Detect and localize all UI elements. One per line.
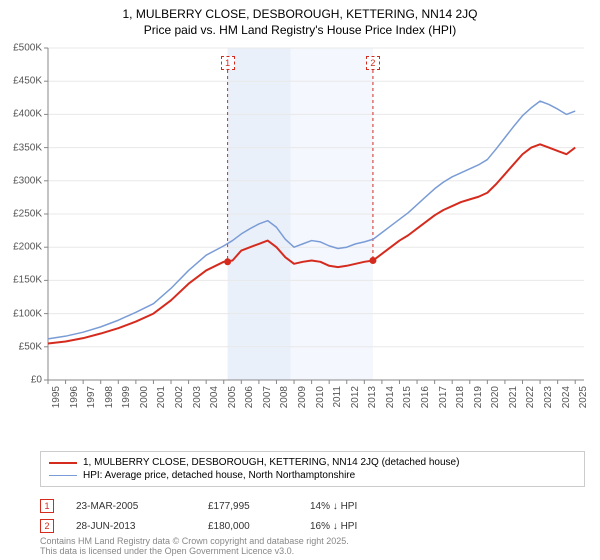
x-tick-label: 1996 (69, 386, 80, 408)
x-tick-label: 2004 (209, 386, 220, 408)
x-tick-label: 2022 (525, 386, 536, 408)
sale-date: 28-JUN-2013 (76, 521, 186, 532)
x-tick-label: 2015 (402, 386, 413, 408)
sale-price: £177,995 (208, 501, 288, 512)
y-tick-label: £100K (13, 308, 42, 319)
legend-row: 1, MULBERRY CLOSE, DESBOROUGH, KETTERING… (49, 456, 576, 469)
sale-diff: 16% ↓ HPI (310, 521, 410, 532)
x-tick-label: 2025 (578, 386, 589, 408)
sale-flag: 2 (366, 56, 380, 70)
footer: Contains HM Land Registry data © Crown c… (40, 537, 349, 557)
x-tick-label: 2011 (332, 386, 343, 408)
x-tick-label: 2023 (543, 386, 554, 408)
y-tick-label: £200K (13, 242, 42, 253)
x-tick-label: 2003 (192, 386, 203, 408)
x-tick-label: 2020 (490, 386, 501, 408)
legend-box: 1, MULBERRY CLOSE, DESBOROUGH, KETTERING… (40, 451, 585, 487)
x-tick-label: 2005 (227, 386, 238, 408)
y-tick-label: £150K (13, 275, 42, 286)
x-tick-label: 2008 (279, 386, 290, 408)
chart-svg (40, 44, 588, 414)
x-tick-label: 1998 (104, 386, 115, 408)
sale-flag: 1 (221, 56, 235, 70)
sale-row: 2 28-JUN-2013 £180,000 16% ↓ HPI (40, 516, 410, 536)
sale-date: 23-MAR-2005 (76, 501, 186, 512)
x-tick-label: 1995 (51, 386, 62, 408)
y-tick-label: £500K (13, 43, 42, 54)
legend-label: HPI: Average price, detached house, Nort… (83, 470, 355, 481)
x-tick-label: 2010 (315, 386, 326, 408)
sale-marker-box: 2 (40, 519, 54, 533)
x-tick-label: 2009 (297, 386, 308, 408)
x-tick-label: 2012 (350, 386, 361, 408)
chart-container: 1, MULBERRY CLOSE, DESBOROUGH, KETTERING… (0, 0, 600, 560)
x-tick-label: 2017 (438, 386, 449, 408)
legend-swatch (49, 462, 77, 464)
title-block: 1, MULBERRY CLOSE, DESBOROUGH, KETTERING… (0, 0, 600, 38)
title-line-2: Price paid vs. HM Land Registry's House … (0, 22, 600, 38)
x-tick-label: 1997 (86, 386, 97, 408)
chart-area: £0£50K£100K£150K£200K£250K£300K£350K£400… (40, 44, 588, 414)
y-tick-label: £400K (13, 109, 42, 120)
x-tick-label: 2006 (244, 386, 255, 408)
y-tick-label: £0 (31, 375, 42, 386)
legend-label: 1, MULBERRY CLOSE, DESBOROUGH, KETTERING… (83, 457, 459, 468)
y-tick-label: £450K (13, 76, 42, 87)
sale-row: 1 23-MAR-2005 £177,995 14% ↓ HPI (40, 496, 410, 516)
x-tick-label: 2001 (156, 386, 167, 408)
x-tick-label: 2018 (455, 386, 466, 408)
x-tick-label: 2021 (508, 386, 519, 408)
x-tick-label: 1999 (121, 386, 132, 408)
sale-diff: 14% ↓ HPI (310, 501, 410, 512)
y-tick-label: £250K (13, 209, 42, 220)
x-tick-label: 2014 (385, 386, 396, 408)
sales-table: 1 23-MAR-2005 £177,995 14% ↓ HPI 2 28-JUN-201… (40, 496, 410, 536)
sale-price: £180,000 (208, 521, 288, 532)
x-tick-label: 2002 (174, 386, 185, 408)
y-tick-label: £350K (13, 142, 42, 153)
y-tick-label: £50K (19, 341, 42, 352)
x-tick-label: 2000 (139, 386, 150, 408)
legend-row: HPI: Average price, detached house, Nort… (49, 469, 576, 482)
sale-marker-box: 1 (40, 499, 54, 513)
x-tick-label: 2024 (561, 386, 572, 408)
x-tick-label: 2019 (473, 386, 484, 408)
y-tick-label: £300K (13, 175, 42, 186)
x-tick-label: 2007 (262, 386, 273, 408)
x-tick-label: 2013 (367, 386, 378, 408)
x-tick-label: 2016 (420, 386, 431, 408)
title-line-1: 1, MULBERRY CLOSE, DESBOROUGH, KETTERING… (0, 6, 600, 22)
legend-swatch (49, 475, 77, 476)
footer-line-2: This data is licensed under the Open Gov… (40, 547, 349, 557)
